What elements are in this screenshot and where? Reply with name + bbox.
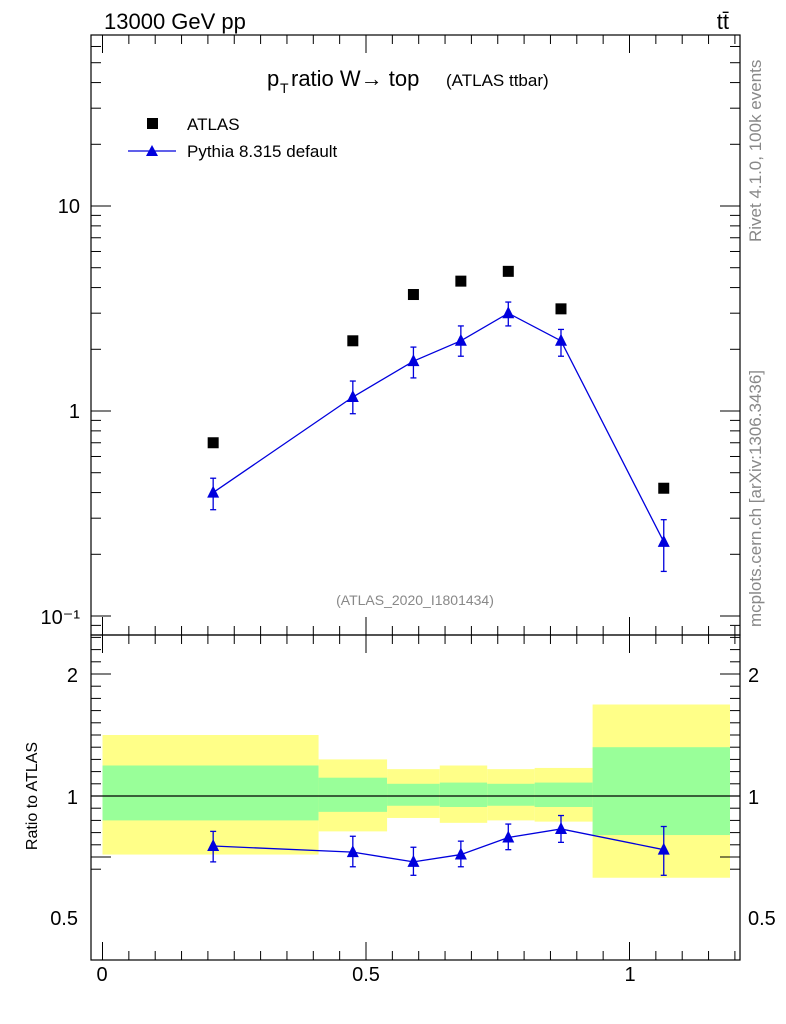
green-band [534,782,593,807]
ratio-y-tick-label-right-0.5: 0.5 [748,908,776,930]
ratio-y-ticks [91,636,740,870]
green-band [318,777,388,812]
green-band [439,782,488,807]
atlas-point [555,303,567,315]
energy-label: 13000 GeV pp [104,9,246,34]
pythia-point [207,485,220,498]
ratio-point [657,842,670,855]
ratio-panel: 2 1 0.5 2 1 0.5 0 0.5 1 Ratio to ATLAS [24,634,776,986]
ratio-y-tick-label-1: 1 [67,787,78,809]
ratio-y-axis-label: Ratio to ATLAS [24,742,41,850]
main-x-ticks [102,35,736,635]
pythia-point [657,534,670,547]
green-band [387,783,440,806]
ratio-data-marks [207,814,670,876]
y-tick-label-10: 10 [58,196,80,218]
legend-atlas-label: ATLAS [187,115,240,134]
ratio-y-tick-label-right-2: 2 [748,665,759,687]
ratio-point [207,839,220,852]
x-tick-label-0.5: 0.5 [352,964,380,986]
ratio-y-tick-label-0.5: 0.5 [50,908,78,930]
y-tick-label-1: 1 [69,401,80,423]
ratio-y-tick-label-2: 2 [67,665,78,687]
title-sub: T [280,80,289,96]
pythia-line [212,312,665,543]
atlas-point [658,482,670,494]
ratio-x-ticks [102,635,736,960]
title-p: p [267,66,279,91]
pythia-point [554,333,567,346]
rivet-label: Rivet 4.1.0, 100k events [746,60,765,242]
source-label: mcplots.cern.ch [arXiv:1306.3436] [746,370,765,627]
atlas-point [207,437,219,449]
x-tick-label-0: 0 [96,964,107,986]
chart-title: p T ratio W→ top (ATLAS ttbar) [267,66,549,96]
pythia-point [454,333,467,346]
main-panel: 10 1 10⁻¹ p T ratio W→ top (ATLAS ttbar)… [41,34,741,636]
ratio-uncertainty-bands [102,704,730,878]
title-note: (ATLAS ttbar) [446,71,549,90]
legend: ATLAS Pythia 8.315 default [128,115,338,161]
ratio-point [554,821,567,834]
legend-pythia-marker [146,145,158,156]
green-band [592,747,730,836]
y-tick-label-0.1: 10⁻¹ [41,607,81,629]
main-data-marks [207,265,670,573]
green-band [102,765,319,821]
legend-pythia-label: Pythia 8.315 default [187,142,338,161]
atlas-point [455,275,467,287]
legend-atlas-marker [147,118,158,129]
atlas-point [407,289,419,301]
ratio-point [407,854,420,867]
pythia-point [407,354,420,367]
pythia-point [502,306,515,319]
atlas-point [502,265,514,277]
x-tick-label-1: 1 [624,964,635,986]
green-band [487,783,535,806]
main-y-ticks [91,45,740,626]
analysis-label: (ATLAS_2020_I1801434) [336,592,494,608]
ratio-y-tick-label-right-1: 1 [748,787,759,809]
ratio-frame [90,634,741,961]
ratio-point [346,845,359,858]
atlas-point [347,335,359,347]
process-label: tt̄ [717,9,729,34]
ratio-point [502,830,515,843]
ratio-point [454,847,467,860]
title-rest: ratio W→ top [291,66,419,91]
pythia-point [346,390,359,403]
